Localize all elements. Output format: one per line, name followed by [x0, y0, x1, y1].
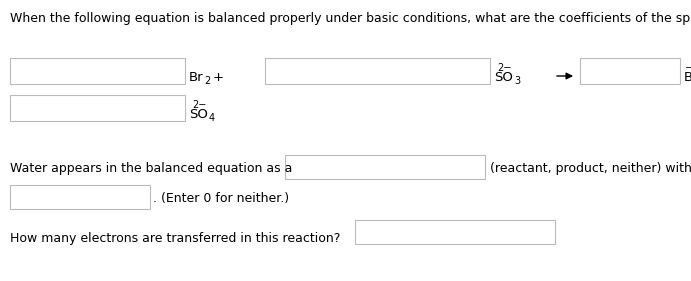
Text: SO: SO	[189, 108, 208, 121]
Bar	[10, 58, 185, 84]
Text: When the following equation is balanced properly under basic conditions, what ar: When the following equation is balanced …	[10, 12, 691, 25]
Text: Br: Br	[189, 71, 204, 84]
Bar	[580, 58, 680, 84]
Text: 4: 4	[209, 113, 215, 123]
Text: 2: 2	[204, 76, 210, 86]
Text: 2−: 2−	[497, 63, 511, 73]
Text: −: −	[685, 63, 691, 73]
Bar	[355, 220, 555, 244]
Text: Br: Br	[684, 71, 691, 84]
Text: . (Enter 0 for neither.): . (Enter 0 for neither.)	[153, 192, 289, 205]
Text: SO: SO	[494, 71, 513, 84]
Text: (reactant, product, neither) with a coefficient of: (reactant, product, neither) with a coef…	[490, 162, 691, 175]
Text: Water appears in the balanced equation as a: Water appears in the balanced equation a…	[10, 162, 292, 175]
Bar	[265, 58, 490, 84]
Bar	[10, 185, 150, 209]
Text: 2−: 2−	[192, 100, 207, 110]
Bar	[285, 155, 485, 179]
Bar	[10, 95, 185, 121]
Text: How many electrons are transferred in this reaction?: How many electrons are transferred in th…	[10, 232, 341, 245]
Text: 3: 3	[514, 76, 520, 86]
Text: +: +	[213, 71, 224, 84]
